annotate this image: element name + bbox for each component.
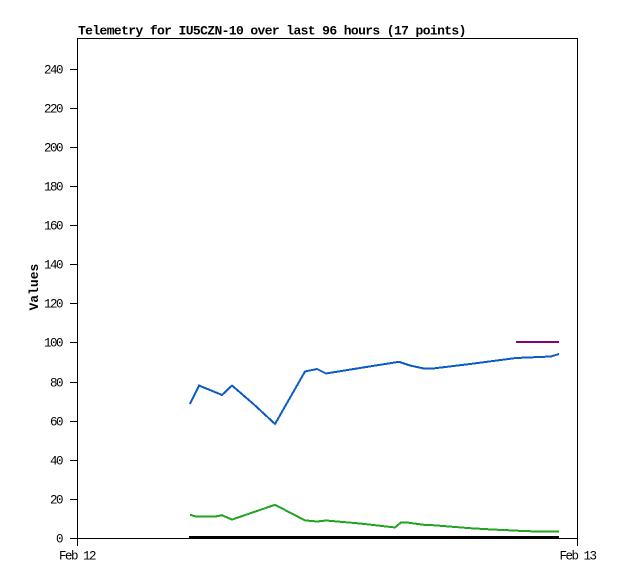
- svg-text:80: 80: [50, 377, 63, 391]
- svg-text:20: 20: [50, 494, 63, 508]
- svg-text:Feb 13: Feb 13: [560, 550, 597, 564]
- svg-text:100: 100: [44, 337, 63, 351]
- svg-text:120: 120: [44, 298, 63, 312]
- svg-text:60: 60: [50, 416, 63, 430]
- svg-text:Feb 12: Feb 12: [59, 550, 96, 564]
- svg-text:Values: Values: [27, 263, 42, 310]
- svg-text:200: 200: [44, 142, 63, 156]
- svg-text:0: 0: [56, 533, 63, 547]
- svg-text:180: 180: [44, 181, 63, 195]
- svg-text:Telemetry for IU5CZN-10 over l: Telemetry for IU5CZN-10 over last 96 hou…: [78, 23, 466, 38]
- svg-text:160: 160: [44, 220, 63, 234]
- svg-text:240: 240: [44, 64, 63, 78]
- svg-text:40: 40: [50, 455, 63, 469]
- svg-text:220: 220: [44, 103, 63, 117]
- svg-text:140: 140: [44, 259, 63, 273]
